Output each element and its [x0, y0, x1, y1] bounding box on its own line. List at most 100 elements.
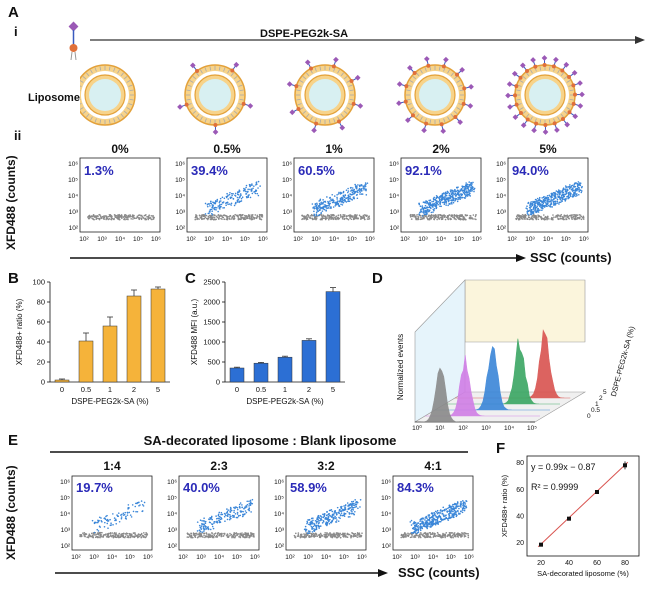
gray-event [133, 532, 136, 534]
blue-event [220, 203, 223, 206]
dspe-anchor [560, 68, 565, 73]
gray-event [133, 217, 136, 220]
blue-event [226, 192, 228, 195]
gray-event [453, 532, 456, 534]
blue-event [340, 510, 343, 513]
blue-event [217, 514, 220, 517]
gray-event [196, 536, 199, 539]
blue-event [443, 197, 446, 199]
blue-event [554, 196, 557, 199]
blue-event [414, 529, 417, 532]
gray-event [106, 534, 109, 537]
blue-event [575, 189, 578, 192]
gray-event [134, 535, 137, 537]
blue-event [203, 528, 206, 531]
gray-event [336, 536, 338, 539]
x-tick-label: 10³ [481, 425, 491, 432]
blue-event [314, 529, 316, 531]
gray-event [207, 533, 210, 535]
gray-event [342, 533, 344, 535]
blue-event [342, 201, 344, 204]
blue-event [204, 520, 207, 523]
blue-event [329, 521, 332, 524]
gray-event [187, 533, 190, 536]
liposome [80, 64, 136, 126]
blue-event [356, 186, 358, 188]
gray-event [207, 536, 210, 539]
blue-event [538, 196, 541, 199]
blue-event [213, 522, 215, 524]
gray-event [472, 214, 475, 216]
blue-event [309, 530, 311, 533]
gray-event [456, 533, 458, 536]
gray-event [132, 535, 135, 538]
blue-event [243, 507, 245, 510]
blue-event [204, 202, 207, 205]
blue-event [329, 200, 331, 202]
blue-event [316, 517, 319, 519]
liposome [396, 56, 474, 134]
blue-event [239, 510, 242, 512]
gray-event [565, 218, 568, 221]
blue-event [425, 521, 428, 524]
gray-event [528, 218, 531, 221]
gray-event [366, 214, 368, 217]
gray-event [219, 533, 221, 535]
gray-event [109, 534, 112, 537]
liposome-label: Liposome [28, 92, 80, 104]
gray-event [312, 535, 315, 537]
blue-event [339, 506, 342, 508]
gray-event [315, 533, 318, 536]
blue-event [228, 203, 231, 205]
x-tick-label: 10⁴ [436, 236, 446, 243]
gray-event [87, 216, 89, 218]
blue-event [235, 516, 238, 519]
lipid-tail [429, 119, 432, 124]
gray-event [144, 533, 146, 536]
blue-event [456, 503, 459, 505]
blue-event [233, 511, 235, 514]
lipid-tail [319, 119, 322, 124]
gray-event [310, 213, 313, 216]
blue-event [327, 520, 330, 523]
x-tick-label: 10² [285, 554, 295, 561]
blue-event [314, 520, 317, 522]
blue-event [227, 515, 229, 517]
gray-event [116, 217, 118, 220]
blue-event [97, 519, 99, 522]
blue-event [415, 528, 418, 530]
blue-event [217, 210, 219, 213]
gray-event [208, 535, 211, 538]
gray-event [415, 216, 417, 219]
x-tick-label: 10⁶ [464, 554, 474, 561]
gray-event [303, 535, 306, 537]
gray-event [431, 532, 434, 534]
dspe-anchor [403, 99, 408, 104]
blue-event [422, 518, 424, 520]
blue-event [462, 503, 464, 505]
blue-event [413, 522, 416, 524]
gray-event [436, 218, 438, 221]
blue-event [104, 518, 107, 521]
gray-event [241, 534, 243, 537]
blue-event [432, 200, 435, 203]
blue-event [467, 193, 470, 196]
gray-event [237, 533, 240, 535]
gray-event [249, 217, 251, 220]
lipid-tail [94, 118, 97, 123]
blue-event [454, 192, 457, 195]
gray-event [407, 534, 409, 537]
blue-event [316, 520, 318, 522]
x-tick-label: 10⁵ [133, 236, 143, 243]
lipid-tail [412, 76, 417, 80]
blue-event [238, 503, 241, 506]
blue-event [342, 509, 345, 512]
blue-event [320, 201, 322, 204]
lipid-tail [526, 113, 530, 118]
gray-event [211, 531, 213, 534]
gray-event [79, 533, 81, 536]
blue-event [223, 515, 226, 518]
gray-event [339, 536, 342, 539]
gray-event [449, 535, 452, 538]
